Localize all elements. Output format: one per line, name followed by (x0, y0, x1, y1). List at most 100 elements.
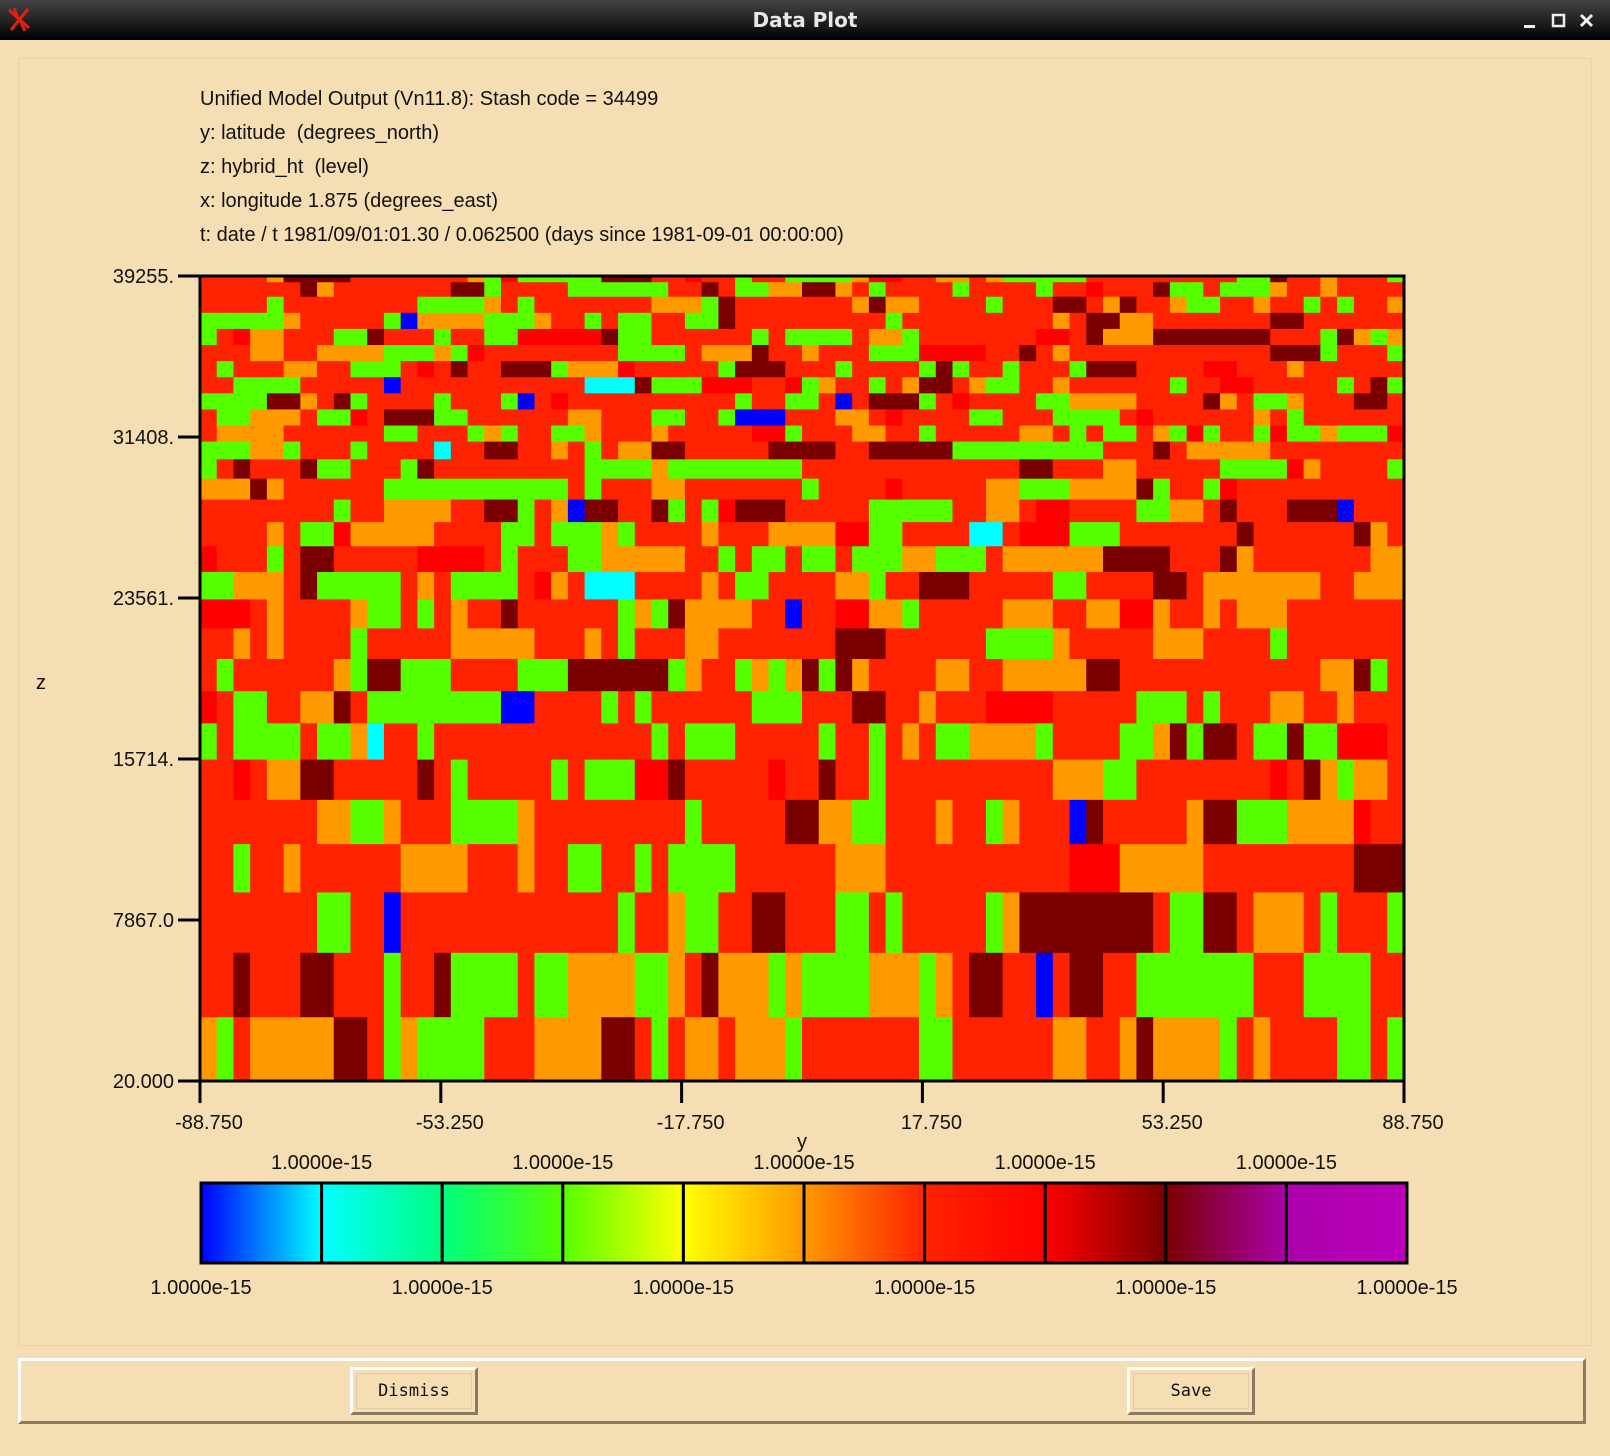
heatmap-cell (684, 281, 703, 297)
heatmap-cell (300, 478, 318, 500)
heatmap-cell (1136, 799, 1154, 845)
heatmap-cell (1353, 360, 1372, 378)
heatmap-cell (383, 478, 402, 500)
heatmap-cell (902, 281, 920, 297)
heatmap-cell (868, 478, 887, 500)
heatmap-cell (1303, 328, 1321, 346)
heatmap-cell (735, 328, 753, 346)
heatmap-cell (1186, 843, 1204, 893)
heatmap-cell (1303, 408, 1321, 426)
heatmap-cell (1186, 545, 1204, 573)
heatmap-cell (517, 627, 536, 659)
heatmap-cell (952, 952, 970, 1018)
heatmap-cell (802, 276, 820, 283)
heatmap-cell (1370, 521, 1388, 547)
heatmap-cell (1220, 458, 1238, 479)
heatmap-cell (434, 571, 452, 600)
heatmap-cell (417, 478, 435, 500)
heatmap-cell (567, 598, 586, 629)
heatmap-cell (216, 690, 235, 724)
heatmap-cell (250, 276, 268, 283)
heatmap-cell (668, 360, 686, 378)
title-bar[interactable]: Data Plot (0, 0, 1610, 40)
heatmap-cell (567, 891, 586, 953)
heatmap-cell (952, 360, 970, 378)
heatmap-cell (1303, 376, 1321, 394)
heatmap-cell (618, 843, 636, 893)
heatmap-cell (919, 1016, 937, 1082)
heatmap-cell (484, 843, 502, 893)
heatmap-cell (785, 891, 803, 953)
heatmap-cell (1370, 627, 1388, 659)
heatmap-cell (551, 408, 569, 426)
heatmap-cell (551, 545, 569, 573)
heatmap-cell (1119, 598, 1138, 629)
heatmap-cell (802, 424, 820, 442)
heatmap-cell (919, 478, 937, 500)
heatmap-cell (551, 690, 569, 724)
heatmap-cell (1169, 759, 1188, 800)
heatmap-cell (367, 498, 385, 523)
heatmap-cell (1253, 658, 1271, 692)
close-icon[interactable] (1576, 10, 1598, 32)
heatmap-cell (1069, 408, 1087, 426)
heatmap-cell (684, 598, 703, 629)
heatmap-cell (751, 441, 770, 460)
heatmap-cell (835, 360, 853, 378)
heatmap-cell (417, 799, 435, 845)
heatmap-cell (1186, 571, 1204, 600)
heatmap-cell (969, 328, 987, 346)
heatmap-cell (417, 627, 435, 659)
heatmap-cell (1353, 521, 1372, 547)
heatmap-cell (902, 276, 920, 283)
heatmap-cell (1086, 799, 1104, 845)
heatmap-cell (935, 328, 954, 346)
dismiss-button[interactable]: Dismiss (350, 1367, 478, 1415)
heatmap-cell (501, 891, 519, 953)
heatmap-cell (835, 627, 853, 659)
heatmap-cell (1320, 408, 1338, 426)
maximize-icon[interactable] (1548, 10, 1570, 32)
save-button[interactable]: Save (1127, 1367, 1255, 1415)
heatmap-cell (434, 545, 452, 573)
heatmap-cell (1153, 344, 1171, 362)
heatmap-cell (902, 360, 920, 378)
y-tick-label: 7867.0 (113, 910, 174, 932)
colorbar-segment (1164, 1181, 1288, 1265)
heatmap-cell (1270, 392, 1288, 410)
heatmap-cell (266, 843, 285, 893)
heatmap-cell (1253, 376, 1271, 394)
heatmap-cell (601, 799, 619, 845)
heatmap-cell (484, 759, 502, 800)
heatmap-cell (718, 498, 736, 523)
heatmap-cell (969, 1016, 987, 1082)
heatmap-cell (1002, 458, 1020, 479)
heatmap-cell (266, 392, 285, 410)
heatmap-cell (283, 759, 301, 800)
heatmap-cell (567, 952, 586, 1018)
heatmap-cell (200, 1016, 218, 1082)
heatmap-cell (400, 690, 418, 724)
heatmap-cell (985, 571, 1004, 600)
heatmap-cell (501, 296, 519, 313)
heatmap-cell (1036, 424, 1054, 442)
heatmap-cell (1286, 424, 1305, 442)
heatmap-cell (266, 360, 285, 378)
heatmap-cell (367, 392, 385, 410)
heatmap-cell (200, 344, 218, 362)
xconv-logo-icon[interactable] (6, 6, 32, 32)
heatmap-cell (1069, 276, 1087, 283)
heatmap-cell (1036, 392, 1054, 410)
heatmap-cell (835, 458, 853, 479)
heatmap-cell (651, 498, 669, 523)
heatmap-cell (1220, 799, 1238, 845)
heatmap-cell (969, 891, 987, 953)
heatmap-cell (818, 360, 837, 378)
heatmap-cell (768, 521, 786, 547)
heatmap-cell (350, 690, 368, 724)
minimize-icon[interactable] (1520, 10, 1542, 32)
heatmap-cell (1303, 424, 1321, 442)
heatmap-cell (1103, 360, 1121, 378)
heatmap-cell (383, 891, 402, 953)
heatmap-cell (1236, 360, 1255, 378)
